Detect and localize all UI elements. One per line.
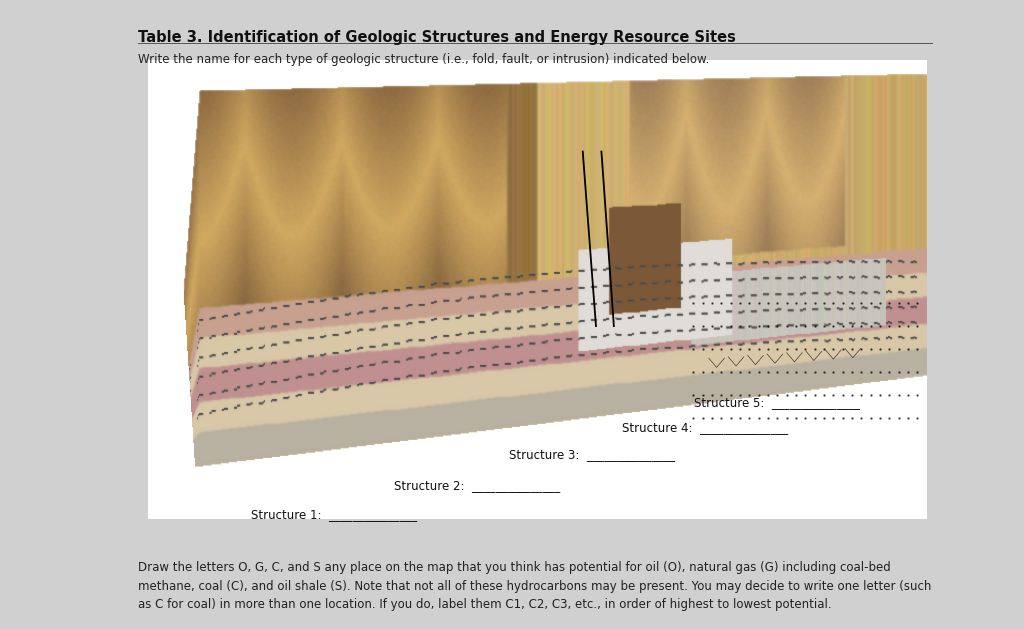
Text: Structure 4:  _______________: Structure 4: _______________ bbox=[622, 421, 787, 435]
Text: Structure 3:  _______________: Structure 3: _______________ bbox=[509, 448, 675, 461]
Text: Structure 2:  _______________: Structure 2: _______________ bbox=[394, 479, 560, 493]
Text: Draw the letters O, G, C, and S any place on the map that you think has potentia: Draw the letters O, G, C, and S any plac… bbox=[138, 561, 932, 611]
Text: Structure 5:  _______________: Structure 5: _______________ bbox=[694, 396, 860, 409]
Bar bbox=[942, 0, 1024, 629]
Bar bbox=[0, 0, 128, 629]
Text: Write the name for each type of geologic structure (i.e., fold, fault, or intrus: Write the name for each type of geologic… bbox=[138, 53, 710, 67]
Text: Structure 1:  _______________: Structure 1: _______________ bbox=[251, 508, 417, 521]
Bar bbox=[0, 616, 1024, 629]
Text: Table 3. Identification of Geologic Structures and Energy Resource Sites: Table 3. Identification of Geologic Stru… bbox=[138, 30, 736, 45]
